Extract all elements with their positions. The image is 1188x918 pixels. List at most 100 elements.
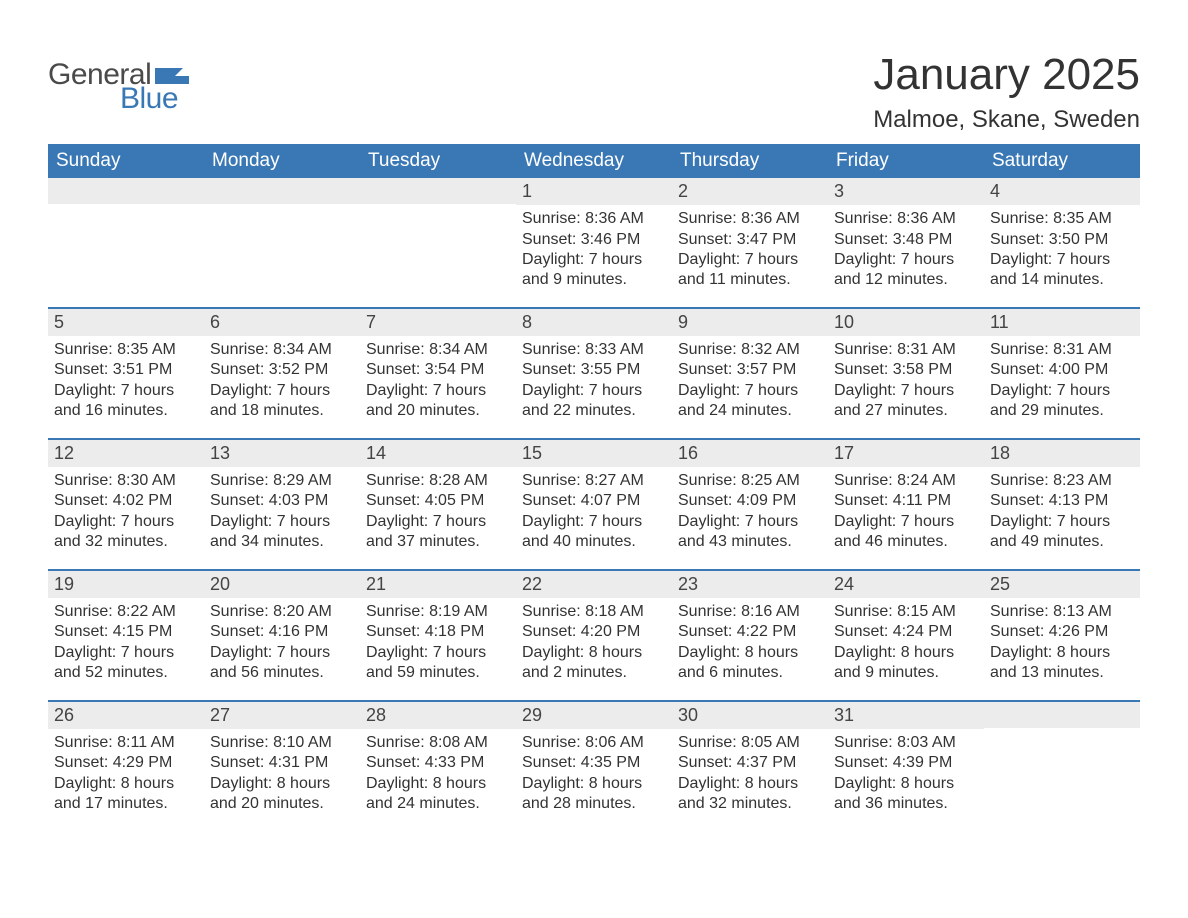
day-cell: 24Sunrise: 8:15 AMSunset: 4:24 PMDayligh… (828, 571, 984, 700)
location-text: Malmoe, Skane, Sweden (873, 106, 1140, 134)
day-cell: 15Sunrise: 8:27 AMSunset: 4:07 PMDayligh… (516, 440, 672, 569)
day-info: Sunrise: 8:22 AMSunset: 4:15 PMDaylight:… (50, 602, 198, 684)
day-number: 27 (204, 702, 360, 729)
day-cell (984, 702, 1140, 831)
day-cell: 25Sunrise: 8:13 AMSunset: 4:26 PMDayligh… (984, 571, 1140, 700)
day-number: 11 (984, 309, 1140, 336)
day-info: Sunrise: 8:31 AMSunset: 3:58 PMDaylight:… (830, 340, 978, 422)
sunset-text: Sunset: 3:47 PM (678, 230, 822, 250)
sunrise-text: Sunrise: 8:22 AM (54, 602, 198, 622)
day-cell (360, 178, 516, 307)
daylight-text: Daylight: 7 hours and 12 minutes. (834, 250, 978, 291)
day-info: Sunrise: 8:13 AMSunset: 4:26 PMDaylight:… (986, 602, 1134, 684)
day-number: 13 (204, 440, 360, 467)
day-cell: 11Sunrise: 8:31 AMSunset: 4:00 PMDayligh… (984, 309, 1140, 438)
header: General Blue January 2025 Malmoe, Skane,… (48, 50, 1140, 134)
day-cell: 28 Sunrise: 8:08 AMSunset: 4:33 PMDayligh… (360, 702, 516, 831)
sunrise-text: Sunrise: 8:28 AM (366, 471, 510, 491)
day-number: 23 (672, 571, 828, 598)
sunrise-text: Sunrise: 8:16 AM (678, 602, 822, 622)
day-info: Sunrise: 8:15 AMSunset: 4:24 PMDaylight:… (830, 602, 978, 684)
daylight-text: Daylight: 7 hours and 16 minutes. (54, 381, 198, 422)
weeks-container: 1Sunrise: 8:36 AMSunset: 3:46 PMDaylight… (48, 178, 1140, 831)
day-number: 3 (828, 178, 984, 205)
day-number: 14 (360, 440, 516, 467)
sunrise-text: Sunrise: 8:34 AM (366, 340, 510, 360)
day-cell: 29Sunrise: 8:06 AMSunset: 4:35 PMDayligh… (516, 702, 672, 831)
day-cell: 13Sunrise: 8:29 AMSunset: 4:03 PMDayligh… (204, 440, 360, 569)
day-cell: 16Sunrise: 8:25 AMSunset: 4:09 PMDayligh… (672, 440, 828, 569)
sunrise-text: Sunrise: 8:19 AM (366, 602, 510, 622)
day-info: Sunrise: 8:11 AMSunset: 4:29 PMDaylight:… (50, 733, 198, 815)
sunset-text: Sunset: 3:50 PM (990, 230, 1134, 250)
day-cell: 7Sunrise: 8:34 AMSunset: 3:54 PMDaylight… (360, 309, 516, 438)
day-number: 7 (360, 309, 516, 336)
sunrise-text: Sunrise: 8:24 AM (834, 471, 978, 491)
sunset-text: Sunset: 4:20 PM (522, 622, 666, 642)
week-row: 26Sunrise: 8:11 AMSunset: 4:29 PMDayligh… (48, 700, 1140, 831)
day-cell: 27Sunrise: 8:10 AMSunset: 4:31 PMDayligh… (204, 702, 360, 831)
day-info: Sunrise: 8:36 AMSunset: 3:46 PMDaylight:… (518, 209, 666, 291)
day-info: Sunrise: 8:30 AMSunset: 4:02 PMDaylight:… (50, 471, 198, 553)
day-info: Sunrise: 8:36 AMSunset: 3:48 PMDaylight:… (830, 209, 978, 291)
day-cell: 8Sunrise: 8:33 AMSunset: 3:55 PMDaylight… (516, 309, 672, 438)
day-number: 8 (516, 309, 672, 336)
sunset-text: Sunset: 4:39 PM (834, 753, 978, 773)
sunrise-text: Sunrise: 8:33 AM (522, 340, 666, 360)
sunrise-text: Sunrise: 8:34 AM (210, 340, 354, 360)
day-cell: 20 Sunrise: 8:20 AMSunset: 4:16 PMDayligh… (204, 571, 360, 700)
day-info: Sunrise: 8:34 AMSunset: 3:52 PMDaylight:… (206, 340, 354, 422)
sunset-text: Sunset: 4:31 PM (210, 753, 354, 773)
sunset-text: Sunset: 4:07 PM (522, 491, 666, 511)
sunset-text: Sunset: 4:26 PM (990, 622, 1134, 642)
daylight-text: Daylight: 7 hours and 34 minutes. (210, 512, 354, 553)
sunrise-text: Sunrise: 8:36 AM (522, 209, 666, 229)
daylight-text: Daylight: 7 hours and 11 minutes. (678, 250, 822, 291)
day-info: Sunrise: 8:06 AMSunset: 4:35 PMDaylight:… (518, 733, 666, 815)
day-number: 18 (984, 440, 1140, 467)
daylight-text: Daylight: 8 hours and 17 minutes. (54, 774, 198, 815)
day-info: Sunrise: 8:20 AMSunset: 4:16 PMDaylight:… (206, 602, 354, 684)
day-info: Sunrise: 8:32 AMSunset: 3:57 PMDaylight:… (674, 340, 822, 422)
day-header-friday: Friday (828, 144, 984, 178)
day-info: Sunrise: 8:24 AMSunset: 4:11 PMDaylight:… (830, 471, 978, 553)
daylight-text: Daylight: 8 hours and 13 minutes. (990, 643, 1134, 684)
day-cell: 2Sunrise: 8:36 AMSunset: 3:47 PMDaylight… (672, 178, 828, 307)
sunrise-text: Sunrise: 8:29 AM (210, 471, 354, 491)
sunrise-text: Sunrise: 8:31 AM (834, 340, 978, 360)
day-number (48, 178, 204, 204)
day-header-row: Sunday Monday Tuesday Wednesday Thursday… (48, 144, 1140, 178)
day-cell (204, 178, 360, 307)
title-block: January 2025 Malmoe, Skane, Sweden (873, 50, 1140, 134)
day-cell: 14Sunrise: 8:28 AMSunset: 4:05 PMDayligh… (360, 440, 516, 569)
day-info: Sunrise: 8:08 AMSunset: 4:33 PMDaylight:… (362, 733, 510, 815)
daylight-text: Daylight: 7 hours and 20 minutes. (366, 381, 510, 422)
day-cell: 19Sunrise: 8:22 AMSunset: 4:15 PMDayligh… (48, 571, 204, 700)
daylight-text: Daylight: 7 hours and 24 minutes. (678, 381, 822, 422)
day-cell: 5Sunrise: 8:35 AMSunset: 3:51 PMDaylight… (48, 309, 204, 438)
month-title: January 2025 (873, 50, 1140, 100)
day-cell: 22Sunrise: 8:18 AMSunset: 4:20 PMDayligh… (516, 571, 672, 700)
sunrise-text: Sunrise: 8:20 AM (210, 602, 354, 622)
week-row: 5Sunrise: 8:35 AMSunset: 3:51 PMDaylight… (48, 307, 1140, 438)
daylight-text: Daylight: 7 hours and 37 minutes. (366, 512, 510, 553)
daylight-text: Daylight: 7 hours and 49 minutes. (990, 512, 1134, 553)
sunset-text: Sunset: 4:00 PM (990, 360, 1134, 380)
day-number: 20 (204, 571, 360, 598)
day-number (360, 178, 516, 204)
sunset-text: Sunset: 3:51 PM (54, 360, 198, 380)
day-info: Sunrise: 8:16 AMSunset: 4:22 PMDaylight:… (674, 602, 822, 684)
day-info: Sunrise: 8:19 AMSunset: 4:18 PMDaylight:… (362, 602, 510, 684)
brand-blue-text: Blue (120, 82, 178, 116)
day-number (984, 702, 1140, 728)
sunrise-text: Sunrise: 8:03 AM (834, 733, 978, 753)
day-number: 28 (360, 702, 516, 729)
sunset-text: Sunset: 4:13 PM (990, 491, 1134, 511)
daylight-text: Daylight: 7 hours and 9 minutes. (522, 250, 666, 291)
week-row: 1Sunrise: 8:36 AMSunset: 3:46 PMDaylight… (48, 178, 1140, 307)
day-info: Sunrise: 8:35 AMSunset: 3:50 PMDaylight:… (986, 209, 1134, 291)
daylight-text: Daylight: 7 hours and 52 minutes. (54, 643, 198, 684)
sunrise-text: Sunrise: 8:23 AM (990, 471, 1134, 491)
day-cell: 9Sunrise: 8:32 AMSunset: 3:57 PMDaylight… (672, 309, 828, 438)
daylight-text: Daylight: 8 hours and 24 minutes. (366, 774, 510, 815)
